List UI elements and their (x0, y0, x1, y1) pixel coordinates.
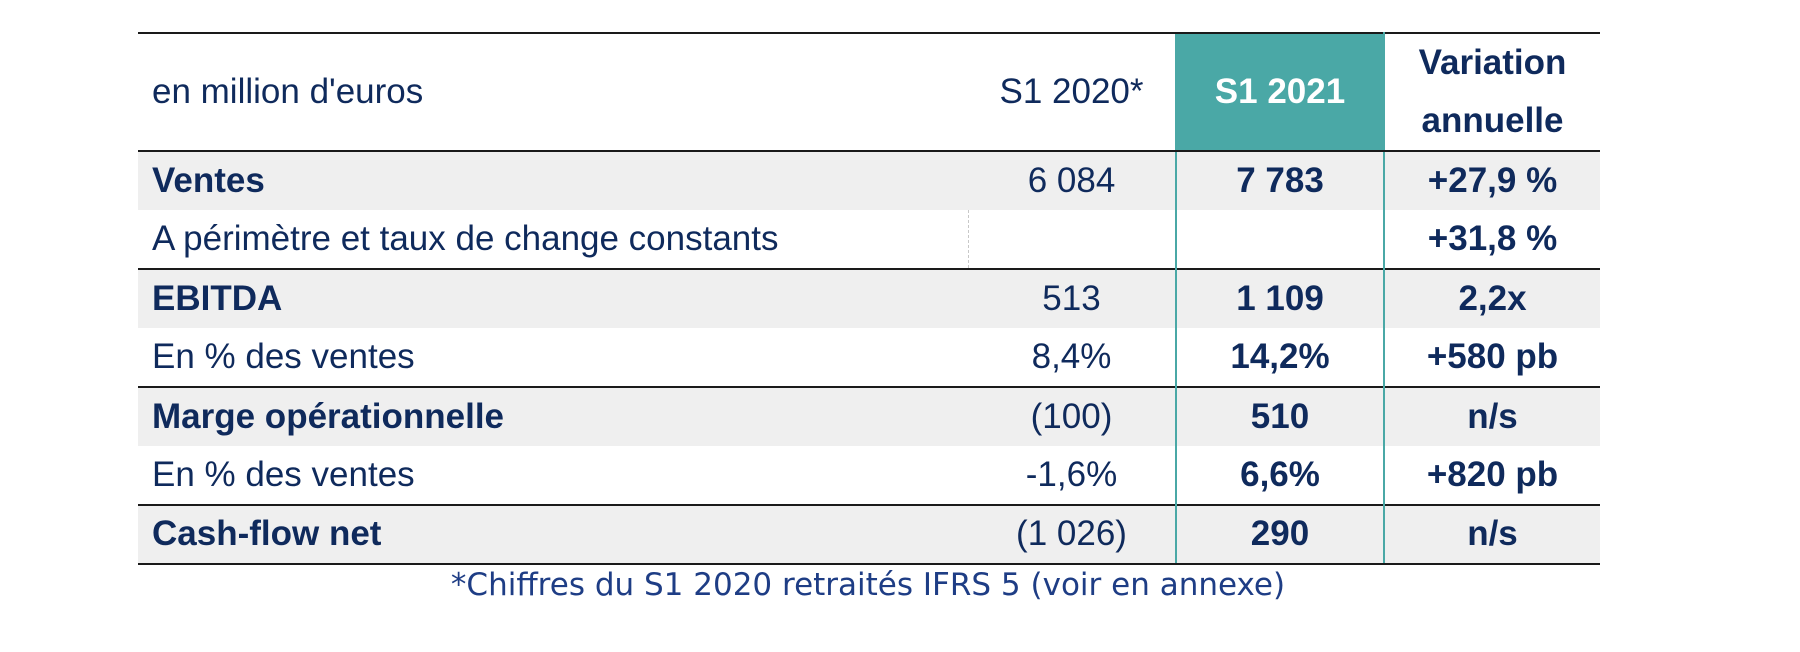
cell-s1-2021 (1175, 210, 1385, 269)
row-label: EBITDA (138, 268, 968, 328)
cell-variation: n/s (1384, 386, 1600, 446)
header-unit-label: en million d'euros (138, 32, 968, 152)
cell-variation: n/s (1384, 504, 1600, 565)
row-label: A périmètre et taux de change constants (138, 210, 969, 269)
table-row: Cash-flow net (1 026) 290 n/s (138, 504, 1600, 565)
cell-s1-2020: 6 084 (968, 150, 1176, 210)
row-label: En % des ventes (152, 336, 415, 376)
header-s1-2020: S1 2020* (968, 32, 1176, 152)
row-label: En % des ventes (152, 454, 415, 494)
header-variation-line2: annuelle (1421, 101, 1564, 140)
table-row: EBITDA 513 1 109 2,2x (138, 268, 1600, 328)
financial-summary-table-wrapper: en million d'euros S1 2020* S1 2021 Vari… (138, 32, 1600, 565)
cell-s1-2020 (968, 210, 1176, 269)
header-variation: Variation annuelle (1384, 32, 1600, 152)
row-label: Cash-flow net (138, 504, 968, 565)
cell-s1-2020: 8,4% (1031, 336, 1112, 376)
cell-variation: 2,2x (1384, 268, 1600, 328)
cell-s1-2021: 290 (1175, 504, 1385, 565)
table-row: A périmètre et taux de change constants … (138, 210, 1600, 269)
table-row: En % des ventes -1,6% 6,6% +820 pb (138, 446, 1600, 505)
table-row: Marge opérationnelle (100) 510 n/s (138, 386, 1600, 446)
financial-summary-table: en million d'euros S1 2020* S1 2021 Vari… (138, 32, 1600, 565)
cell-variation: +31,8 % (1427, 218, 1558, 258)
cell-s1-2020: 513 (968, 268, 1176, 328)
cell-s1-2021: 14,2% (1175, 328, 1385, 387)
table-row: En % des ventes 8,4% 14,2% +580 pb (138, 328, 1600, 387)
cell-s1-2020: (100) (968, 386, 1176, 446)
table-row: Ventes 6 084 7 783 +27,9 % (138, 150, 1600, 210)
header-variation-line1: Variation (1418, 43, 1567, 82)
cell-s1-2020: -1,6% (1025, 454, 1118, 494)
header-s1-2021: S1 2021 (1175, 32, 1385, 152)
cell-s1-2021: 1 109 (1175, 268, 1385, 328)
cell-s1-2021: 6,6% (1175, 446, 1385, 505)
cell-s1-2021: 7 783 (1175, 150, 1385, 210)
cell-variation: +27,9 % (1384, 150, 1600, 210)
table-header-row: en million d'euros S1 2020* S1 2021 Vari… (138, 32, 1600, 152)
row-label: Ventes (138, 150, 968, 210)
row-label: Marge opérationnelle (138, 386, 968, 446)
footnote: *Chiffres du S1 2020 retraités IFRS 5 (v… (450, 567, 1286, 603)
cell-s1-2020: (1 026) (968, 504, 1176, 565)
cell-s1-2021: 510 (1175, 386, 1385, 446)
cell-variation: +580 pb (1426, 336, 1559, 376)
cell-variation: +820 pb (1426, 454, 1559, 494)
